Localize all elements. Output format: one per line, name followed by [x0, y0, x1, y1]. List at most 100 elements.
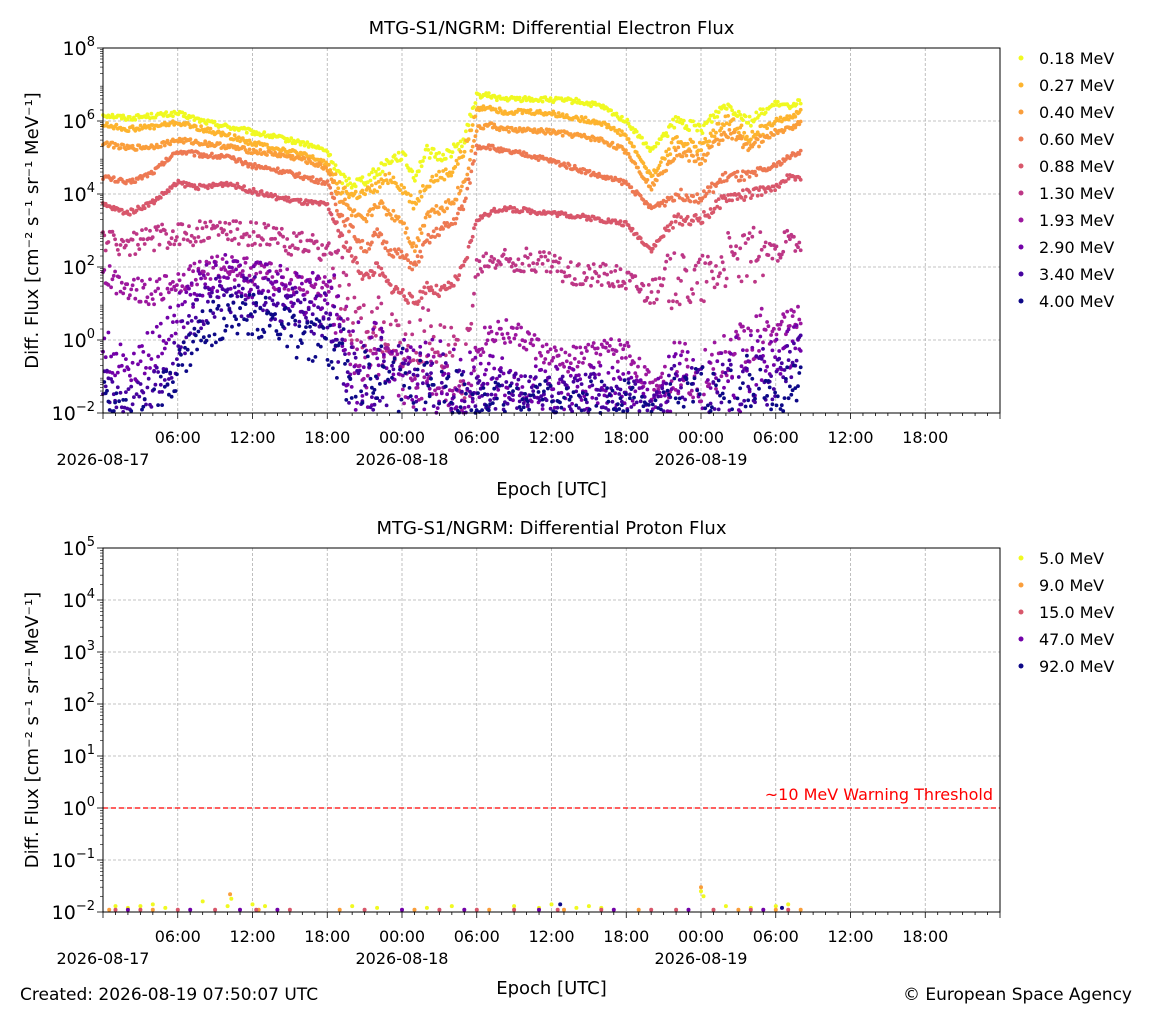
data-point	[745, 274, 749, 278]
data-point	[138, 359, 143, 364]
data-point	[136, 242, 140, 247]
data-point	[714, 264, 718, 268]
data-point	[122, 286, 127, 291]
data-point	[598, 352, 603, 357]
data-point	[105, 121, 109, 125]
data-point	[720, 138, 725, 143]
data-point	[292, 313, 296, 318]
data-point	[798, 321, 803, 326]
data-point	[188, 292, 193, 297]
data-point	[418, 249, 423, 254]
data-point	[222, 228, 226, 233]
data-point	[723, 284, 728, 289]
data-point	[563, 382, 568, 387]
data-point	[148, 277, 152, 282]
data-point	[388, 248, 393, 252]
data-point	[226, 237, 230, 242]
data-point	[609, 337, 613, 342]
data-point	[492, 257, 497, 261]
data-point	[693, 213, 698, 217]
data-point	[278, 268, 283, 273]
data-point	[162, 161, 167, 165]
data-point	[755, 137, 760, 142]
data-point	[367, 172, 372, 177]
data-point	[524, 246, 529, 251]
data-point	[144, 299, 148, 304]
data-point	[703, 136, 708, 141]
data-point	[113, 269, 117, 274]
data-point	[770, 402, 775, 407]
data-point	[753, 396, 757, 401]
data-point	[111, 273, 116, 278]
data-point	[465, 386, 470, 391]
data-point	[235, 331, 240, 336]
data-point	[798, 119, 803, 124]
data-point	[162, 228, 167, 233]
data-point	[771, 184, 776, 189]
data-point	[720, 391, 725, 396]
data-point	[516, 257, 521, 262]
data-point	[370, 183, 374, 188]
data-point	[172, 242, 177, 247]
data-point	[435, 350, 440, 355]
data-point	[359, 271, 363, 275]
data-point	[146, 302, 151, 307]
data-point	[632, 402, 636, 407]
data-point	[723, 371, 728, 375]
data-point	[352, 351, 357, 356]
data-point	[782, 368, 787, 372]
data-point	[214, 276, 218, 281]
data-point	[361, 365, 366, 370]
data-point	[370, 213, 374, 218]
data-point	[745, 353, 749, 358]
data-point	[408, 394, 413, 398]
data-point	[691, 219, 695, 223]
data-point	[183, 345, 187, 350]
data-point	[442, 325, 447, 329]
data-point	[528, 108, 533, 112]
data-point	[718, 206, 722, 211]
data-point	[730, 108, 734, 113]
data-point	[349, 385, 354, 389]
data-point	[540, 407, 545, 411]
data-point	[462, 149, 467, 154]
data-point	[258, 148, 263, 152]
data-point	[679, 385, 683, 390]
data-point	[437, 401, 441, 406]
data-point	[731, 117, 736, 121]
data-point	[626, 344, 631, 349]
data-point	[348, 377, 353, 381]
data-point	[250, 332, 255, 337]
data-point	[201, 118, 206, 122]
data-point	[378, 185, 382, 189]
data-point	[165, 315, 170, 320]
data-point	[227, 221, 232, 226]
data-point	[290, 286, 295, 291]
data-point	[469, 371, 474, 376]
data-point	[769, 340, 773, 344]
data-point	[745, 134, 749, 139]
data-point	[574, 282, 579, 287]
data-point	[691, 395, 695, 400]
data-point	[172, 340, 177, 345]
data-point	[423, 215, 428, 220]
data-point	[453, 165, 458, 169]
data-point	[793, 125, 798, 130]
data-point	[577, 98, 581, 103]
data-point	[462, 399, 467, 404]
data-point	[620, 356, 624, 360]
data-point	[376, 295, 381, 300]
data-point	[505, 386, 510, 390]
data-point	[465, 172, 470, 177]
data-point	[664, 131, 669, 135]
data-point	[614, 264, 619, 268]
data-point	[659, 160, 663, 165]
data-point	[723, 196, 728, 201]
data-point	[368, 405, 373, 410]
data-point	[421, 306, 425, 310]
data-point	[456, 185, 460, 190]
data-point	[732, 130, 737, 134]
data-point	[267, 242, 272, 247]
data-point	[442, 371, 447, 376]
data-point	[572, 277, 577, 281]
